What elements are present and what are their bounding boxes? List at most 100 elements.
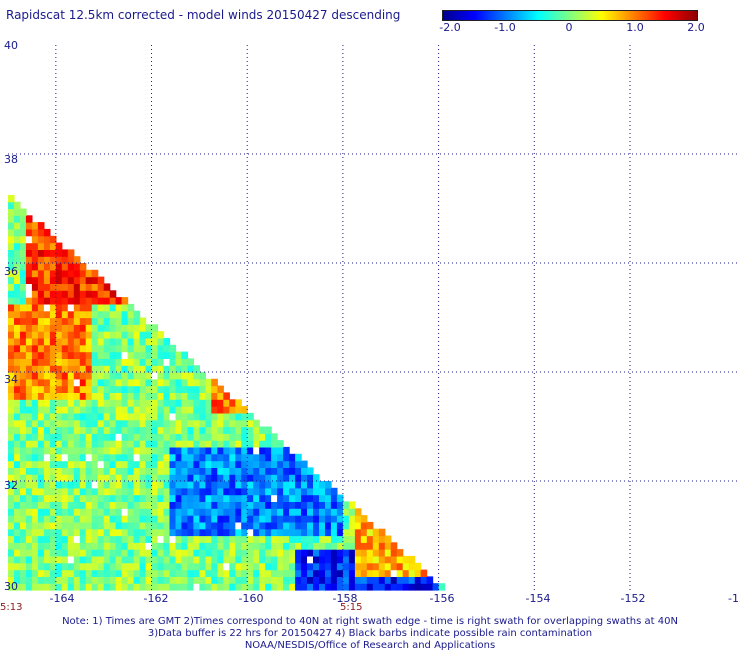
data-cell [20,317,27,325]
data-cell [241,528,248,537]
data-cell [307,535,314,543]
data-cell [73,372,81,380]
data-cell [20,249,27,257]
data-cell [79,276,87,284]
data-cell [181,569,188,577]
data-cell [289,515,296,523]
data-cell [307,569,314,577]
data-cell [43,501,51,509]
data-cell [121,331,129,339]
data-cell [91,474,99,482]
data-cell [175,358,183,366]
data-cell [8,460,15,468]
data-cell [414,583,422,591]
data-cell [14,385,21,393]
data-cell [25,378,33,387]
data-cell [259,555,266,564]
data-cell [25,358,33,366]
data-cell [336,555,344,564]
data-cell [8,222,15,230]
data-cell [229,433,236,441]
data-cell [14,528,21,537]
data-cell [151,399,159,407]
data-cell [354,528,362,537]
data-cell [241,569,248,577]
data-cell [20,535,27,543]
data-cell [366,549,374,557]
data-cell [247,501,254,509]
data-cell [91,317,99,325]
data-cell [181,358,188,366]
data-cell [187,467,194,475]
data-cell [241,460,248,468]
data-cell [31,535,39,543]
data-cell [43,453,51,462]
data-cell [205,419,212,428]
data-cell [61,453,69,462]
data-cell [103,358,111,366]
data-cell [163,562,171,571]
data-cell [115,351,123,359]
data-cell [8,419,15,428]
data-cell [79,399,87,407]
data-cell [73,385,81,393]
data-cell [336,494,344,502]
data-cell [8,446,15,455]
data-cell [127,508,135,516]
data-cell [43,399,51,407]
data-cell [402,583,410,591]
data-cell [193,440,200,448]
data-cell [127,303,135,312]
data-cell [259,576,266,584]
data-cell [271,535,278,543]
data-cell [25,474,33,482]
data-cell [20,344,27,353]
data-cell [271,501,278,509]
data-cell [49,276,57,284]
data-cell [241,542,248,550]
data-cell [193,535,200,543]
data-cell [175,392,183,400]
data-cell [31,344,39,353]
data-cell [283,487,290,496]
data-cell [73,508,81,516]
data-cell [247,481,254,489]
data-cell [43,290,51,298]
data-cell [157,508,165,516]
data-cell [307,481,314,489]
data-cell [342,508,350,516]
data-cell [253,494,260,502]
data-cell [151,508,159,516]
data-cell [169,535,177,543]
data-cell [336,535,344,543]
data-cell [127,344,135,353]
data-cell [14,276,21,284]
data-cell [169,569,177,577]
data-cell [14,555,21,564]
data-cell [151,365,159,373]
data-cell [187,412,194,421]
data-cell [336,583,344,591]
data-cell [151,351,159,359]
data-cell [348,583,356,591]
data-cell [20,310,27,319]
data-cell [55,269,63,278]
data-cell [253,562,260,571]
data-cell [187,542,194,550]
data-cell [121,297,129,305]
data-cell [277,508,284,516]
data-cell [121,569,129,577]
data-cell [79,481,87,489]
data-cell [43,467,51,475]
data-cell [139,317,147,325]
data-cell [145,433,153,441]
data-cell [223,392,230,400]
data-cell [265,474,272,482]
data-cell [187,576,194,584]
data-cell [217,385,224,393]
data-cell [259,494,266,502]
data-cell [133,487,141,496]
data-cell [241,440,248,448]
data-cell [67,276,75,284]
data-cell [103,385,111,393]
